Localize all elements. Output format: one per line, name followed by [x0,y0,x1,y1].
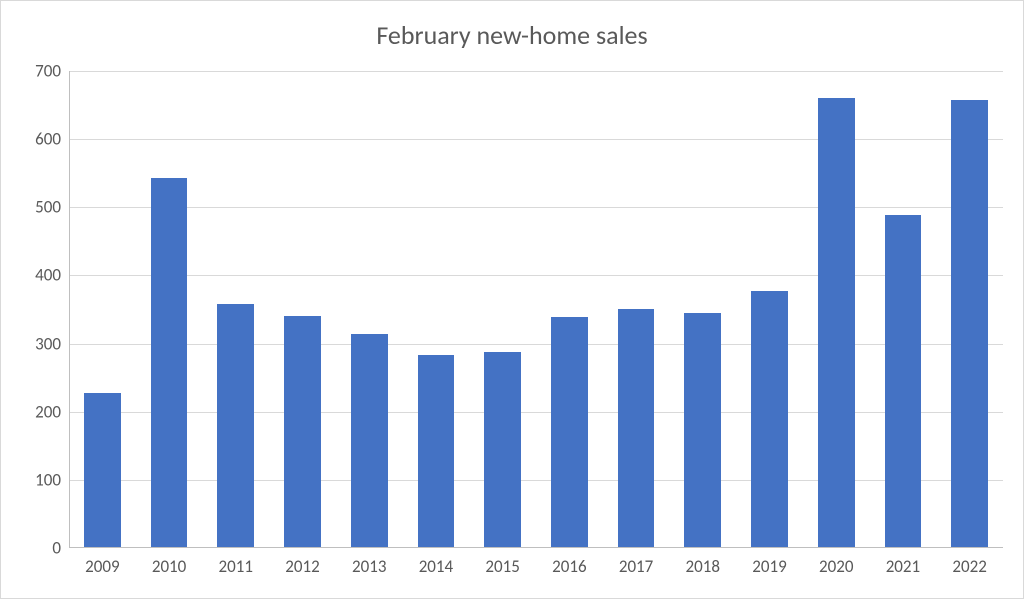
x-tick-label: 2018 [686,556,720,577]
x-tick-label: 2012 [285,556,319,577]
bar [551,317,588,548]
bar [84,393,121,548]
y-tick-label: 500 [35,197,61,218]
x-axis-line [69,547,1003,548]
bar [751,291,788,548]
x-tick-label: 2009 [85,556,119,577]
bar [418,355,455,548]
x-tick-label: 2013 [352,556,386,577]
plot-wrapper: 0100200300400500600700 20092010201120122… [69,71,1003,548]
chart-title: February new-home sales [1,19,1023,51]
x-tick-label: 2015 [485,556,519,577]
bar [284,316,321,548]
y-tick-label: 400 [35,265,61,286]
bar [885,215,922,548]
plot-area: 0100200300400500600700 20092010201120122… [69,71,1003,548]
x-tick-label: 2014 [419,556,453,577]
bar [951,100,988,548]
x-tick-label: 2016 [552,556,586,577]
y-tick-label: 600 [35,129,61,150]
bar [484,352,521,548]
x-tick-label: 2010 [152,556,186,577]
x-tick-label: 2017 [619,556,653,577]
y-axis-line [69,71,70,548]
y-tick-label: 200 [35,401,61,422]
bar [618,309,655,548]
y-tick-label: 700 [35,61,61,82]
x-tick-label: 2022 [952,556,986,577]
bar [217,304,254,548]
y-tick-label: 0 [52,538,61,559]
bar [818,98,855,548]
x-tick-label: 2019 [752,556,786,577]
chart-frame: February new-home sales 0100200300400500… [0,0,1024,599]
x-tick-label: 2011 [219,556,253,577]
y-tick-label: 300 [35,333,61,354]
bars-container [69,71,1003,548]
bar [684,313,721,548]
x-tick-label: 2021 [886,556,920,577]
bar [151,178,188,548]
y-tick-label: 100 [35,469,61,490]
bar [351,334,388,548]
x-tick-label: 2020 [819,556,853,577]
